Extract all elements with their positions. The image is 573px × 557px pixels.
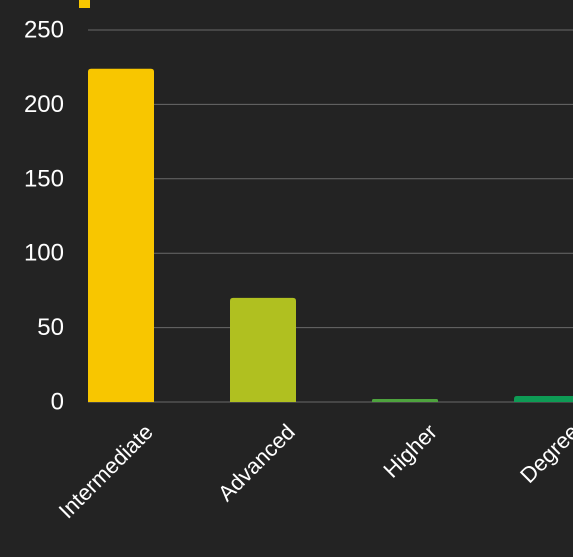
x-category-label: Higher	[378, 419, 442, 483]
y-axis-tick-labels: 0 50 100 150 200 250	[24, 17, 64, 416]
bar-degree[interactable]	[514, 396, 573, 402]
y-tick-label: 100	[24, 240, 64, 267]
x-category-label: Degree	[515, 419, 573, 488]
y-tick-label: 50	[37, 314, 64, 341]
y-tick-label: 150	[24, 165, 64, 192]
y-tick-label: 250	[24, 17, 64, 44]
legend	[79, 0, 90, 8]
grid	[88, 29, 573, 403]
bar-intermediate[interactable]	[88, 68, 154, 403]
y-tick-label: 200	[24, 91, 64, 118]
x-category-label: Advanced	[213, 419, 300, 506]
bar-higher[interactable]	[372, 399, 438, 402]
x-category-label: Intermediate	[54, 419, 158, 523]
legend-swatch[interactable]	[79, 0, 90, 8]
bar-advanced[interactable]	[230, 297, 296, 402]
bars	[88, 68, 573, 403]
y-tick-label: 0	[51, 389, 64, 416]
x-axis-category-labels: Intermediate Advanced Higher Degree	[54, 419, 573, 523]
